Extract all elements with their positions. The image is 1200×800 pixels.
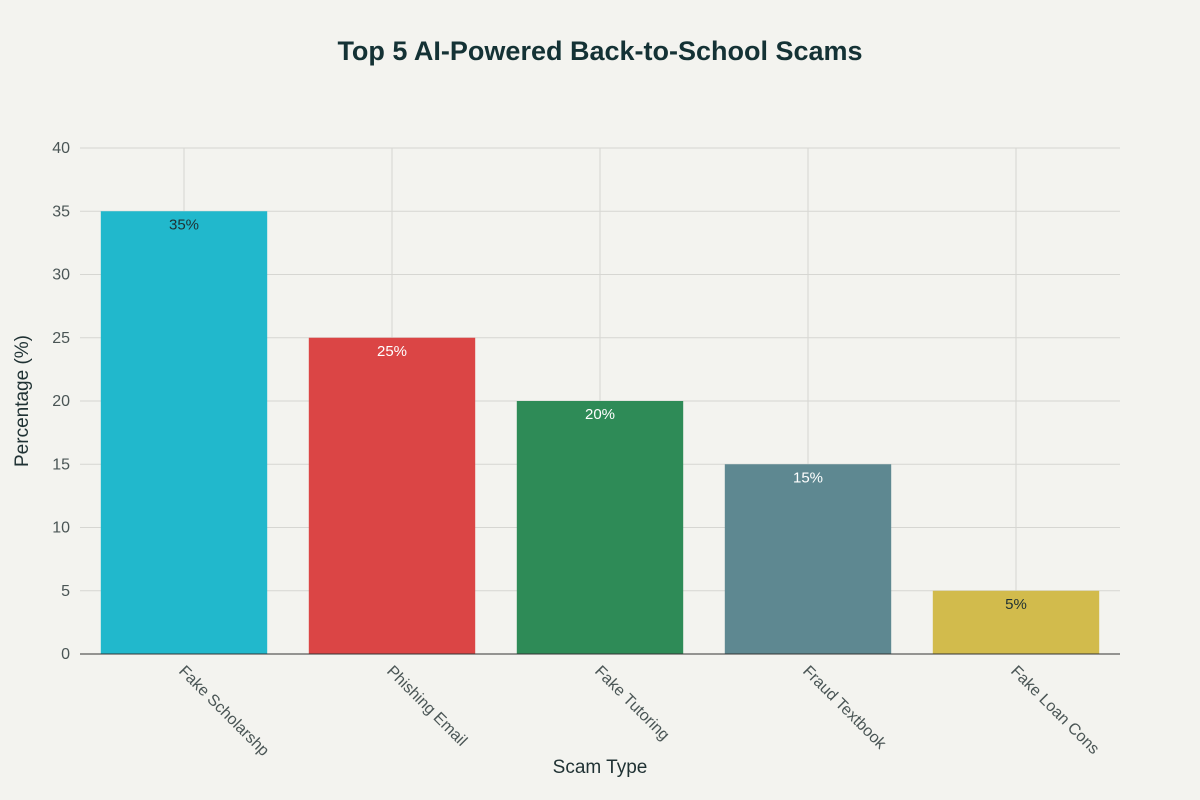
bars: 35% 25% 20% 15% 5% [100, 211, 1100, 654]
bar-data-label: 15% [793, 469, 823, 486]
y-tick-label: 0 [61, 646, 70, 663]
y-tick-label: 20 [52, 393, 70, 410]
bar-data-label: 35% [169, 216, 199, 233]
x-tick-label: Fake Tutoring [591, 663, 672, 744]
y-axis-ticks: 0 5 10 15 20 25 30 35 40 [52, 140, 70, 663]
y-tick-label: 25 [52, 330, 70, 347]
x-axis-title: Scam Type [553, 757, 648, 778]
y-tick-label: 30 [52, 267, 70, 284]
bar [100, 211, 268, 654]
y-tick-label: 5 [61, 583, 70, 600]
x-tick-label: Fake Loan Cons [1007, 663, 1102, 758]
bar-data-label: 5% [1005, 596, 1027, 613]
bar [308, 337, 476, 654]
y-tick-label: 15 [52, 456, 70, 473]
x-tick-label: Fraud Textbook [799, 663, 890, 754]
x-tick-label: Phishing Email [383, 663, 470, 750]
bar [724, 464, 892, 654]
y-axis-title: Percentage (%) [12, 335, 33, 467]
bar [516, 401, 684, 654]
y-tick-label: 40 [52, 140, 70, 157]
x-axis-ticks: Fake Scholarshp Phishing Email Fake Tutori… [175, 663, 1102, 760]
bar-data-label: 25% [377, 343, 407, 360]
y-tick-label: 10 [52, 520, 70, 537]
bar-data-label: 20% [585, 406, 615, 423]
bar [932, 590, 1100, 654]
chart-title: Top 5 AI-Powered Back-to-School Scams [337, 36, 862, 66]
x-tick-label: Fake Scholarshp [175, 663, 272, 760]
y-tick-label: 35 [52, 203, 70, 220]
